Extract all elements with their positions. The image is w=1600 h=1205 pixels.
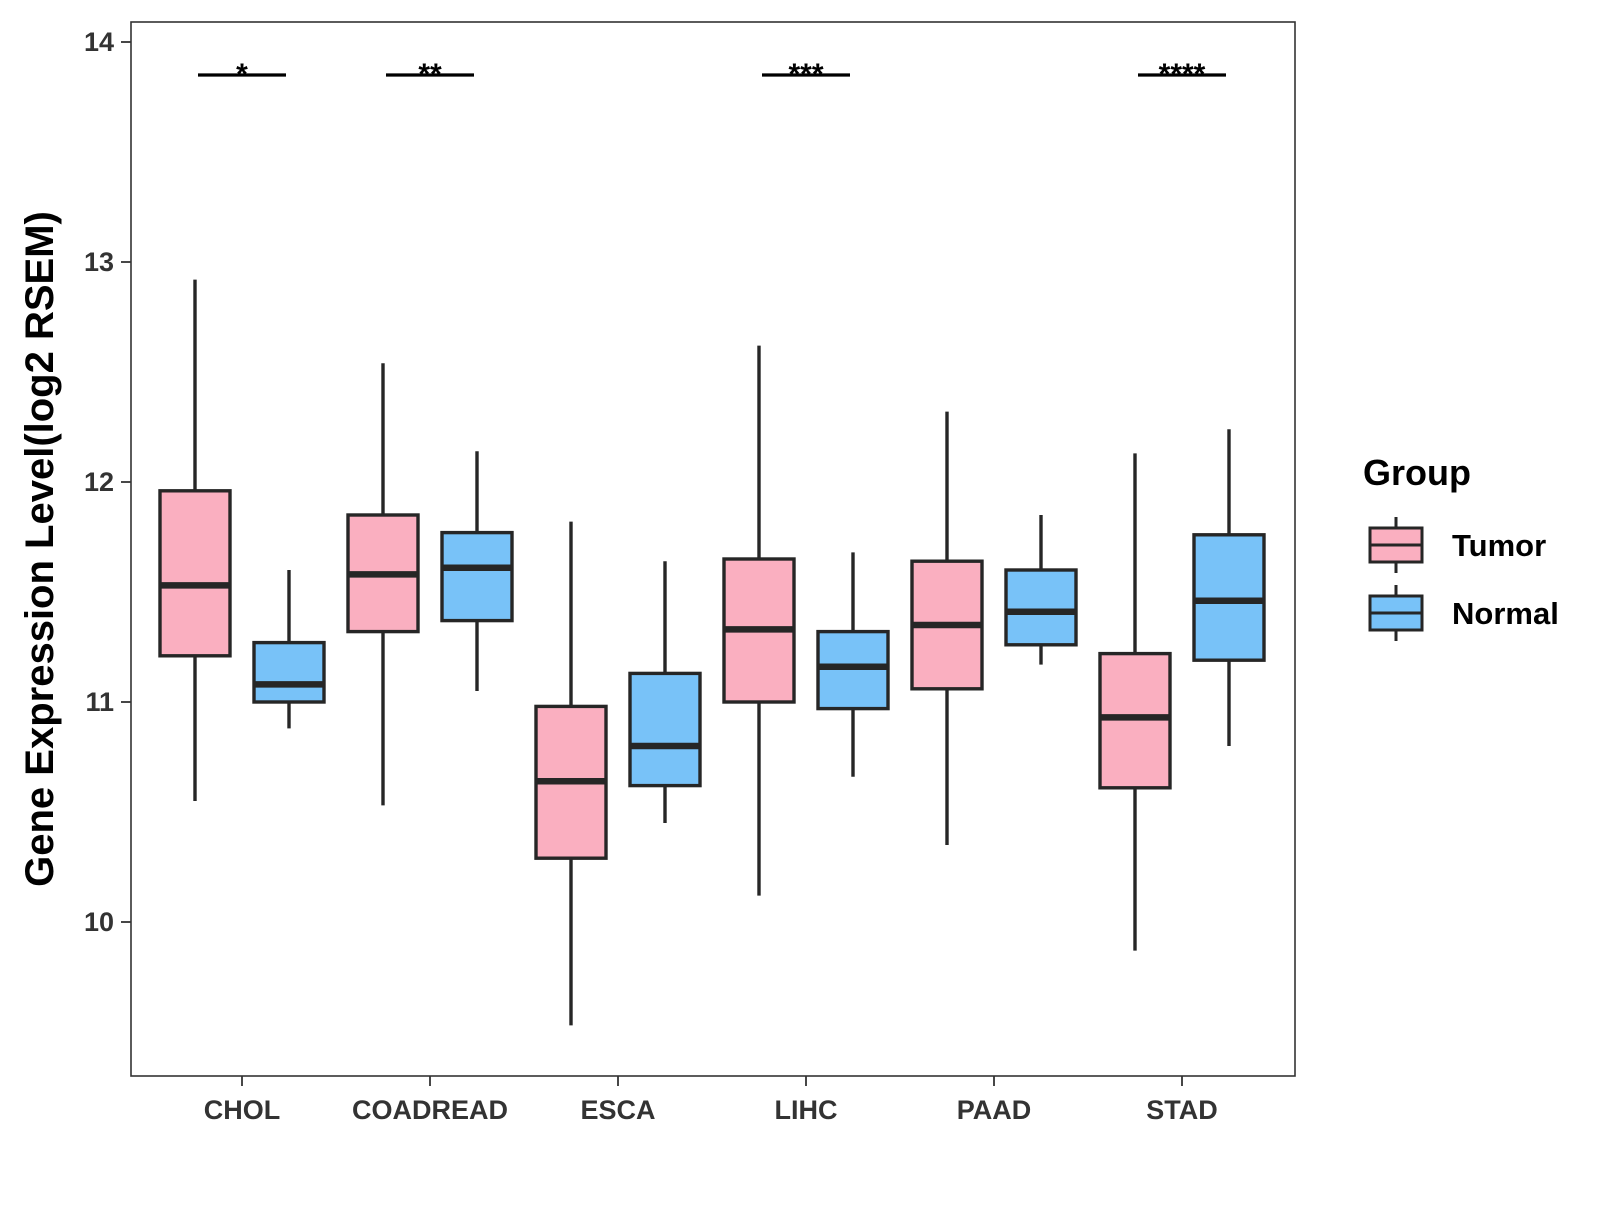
significance-lihc: *** (762, 58, 850, 91)
iqr-box (816, 629, 890, 711)
x-tick-label-chol: CHOL (204, 1095, 281, 1125)
x-tick-label-paad: PAAD (957, 1095, 1032, 1125)
y-axis: 10 11 12 13 14 (84, 27, 131, 937)
significance-label: ** (418, 58, 442, 91)
legend-label: Tumor (1452, 528, 1546, 563)
plot-marks (158, 279, 1266, 1026)
y-tick-label: 14 (84, 27, 114, 57)
box-esca-normal (628, 561, 702, 823)
y-tick-label: 12 (84, 467, 114, 497)
legend-label: Normal (1452, 596, 1559, 631)
significance-layer: * ** *** **** (198, 58, 1226, 91)
significance-label: *** (788, 58, 823, 91)
iqr-box (1192, 533, 1266, 662)
box-paad-normal (1004, 515, 1078, 665)
iqr-box (1004, 568, 1078, 647)
box-coadread-normal (440, 451, 514, 691)
significance-label: **** (1159, 58, 1206, 91)
box-chol-normal (252, 570, 326, 729)
category-group-paad (910, 411, 1078, 845)
iqr-box (1098, 651, 1172, 790)
x-tick-label-esca: ESCA (580, 1095, 655, 1125)
box-esca-tumor (534, 521, 608, 1026)
box-stad-normal (1192, 429, 1266, 746)
box-stad-tumor (1098, 453, 1172, 951)
x-tick-label-coadread: COADREAD (352, 1095, 508, 1125)
category-group-chol (158, 279, 326, 801)
iqr-box (628, 671, 702, 788)
y-tick-label: 13 (84, 247, 114, 277)
x-tick-label-stad: STAD (1146, 1095, 1218, 1125)
box-coadread-tumor (346, 363, 420, 806)
significance-stad: **** (1138, 58, 1226, 91)
category-group-lihc (722, 345, 890, 896)
iqr-box (440, 530, 514, 623)
iqr-box (158, 489, 232, 658)
box-lihc-normal (816, 552, 890, 777)
legend-item-tumor: Tumor (1368, 517, 1546, 573)
legend-title: Group (1363, 452, 1471, 493)
significance-label: * (236, 58, 248, 91)
plot-panel-border (130, 21, 1296, 1077)
box-lihc-tumor (722, 345, 796, 896)
significance-chol: * (198, 58, 286, 91)
box-paad-tumor (910, 411, 984, 845)
x-axis: CHOL COADREAD ESCA LIHC PAAD STAD (204, 1076, 1218, 1125)
significance-coadread: ** (386, 58, 474, 91)
x-tick-label-lihc: LIHC (775, 1095, 838, 1125)
legend-item-normal: Normal (1368, 585, 1559, 641)
iqr-box (252, 640, 326, 704)
legend: Group Tumor Normal (1363, 452, 1559, 641)
category-group-stad (1098, 429, 1266, 951)
category-group-coadread (346, 363, 514, 806)
category-group-esca (534, 521, 702, 1026)
y-tick-label: 10 (84, 907, 114, 937)
y-tick-label: 11 (85, 687, 114, 717)
box-chol-tumor (158, 279, 232, 801)
y-axis-title: Gene Expression Level(log2 RSEM) (18, 211, 62, 887)
